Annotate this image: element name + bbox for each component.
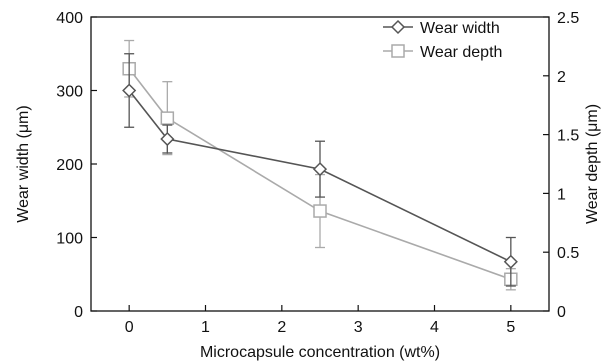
legend-marker (391, 44, 405, 58)
y-axis-title-left: Wear width (μm) (15, 105, 32, 222)
x-tick-label: 3 (354, 319, 363, 336)
x-tick-label: 4 (430, 319, 439, 336)
series-wear-width (122, 53, 518, 287)
data-point (160, 111, 175, 125)
x-tick-label: 0 (125, 319, 134, 336)
legend-label: Wear width (420, 20, 500, 37)
y-tick-label: 100 (56, 231, 83, 248)
y-tick-label: 0 (74, 304, 83, 321)
y2-tick-label: 2.5 (557, 10, 579, 27)
y2-tick-label: 1 (557, 186, 566, 203)
y2-tick-label: 0.5 (557, 245, 579, 262)
series-line (128, 68, 512, 281)
x-axis: 0 1 2 3 4 5 (125, 305, 515, 336)
y2-tick-label: 2 (557, 69, 566, 86)
legend-marker (390, 19, 406, 35)
y-tick-label: 400 (56, 10, 83, 27)
legend-label: Wear depth (420, 44, 502, 61)
y2-tick-label: 1.5 (557, 128, 579, 145)
y-tick-label: 200 (56, 157, 83, 174)
y-axis-left: 0 100 200 300 400 (56, 10, 97, 321)
x-axis-title: Microcapsule concentration (wt%) (200, 344, 440, 361)
data-point (313, 204, 327, 218)
data-point (160, 131, 175, 147)
legend-item: Wear depth (383, 44, 502, 61)
y2-tick-label: 0 (557, 304, 566, 321)
x-tick-label: 1 (201, 319, 210, 336)
x-tick-label: 5 (506, 319, 515, 336)
legend-item: Wear width (383, 19, 500, 37)
y-axis-right: 0 0.5 1 1.5 2 2.5 (543, 10, 579, 321)
series-line (128, 90, 512, 263)
legend: Wear width Wear depth (383, 19, 502, 61)
series-layer (122, 39, 518, 291)
data-point (503, 254, 518, 269)
data-point (312, 162, 328, 177)
x-tick-label: 2 (277, 319, 286, 336)
y-tick-label: 300 (56, 84, 83, 101)
y-axis-title-right: Wear depth (μm) (584, 104, 601, 224)
data-point (122, 83, 137, 98)
